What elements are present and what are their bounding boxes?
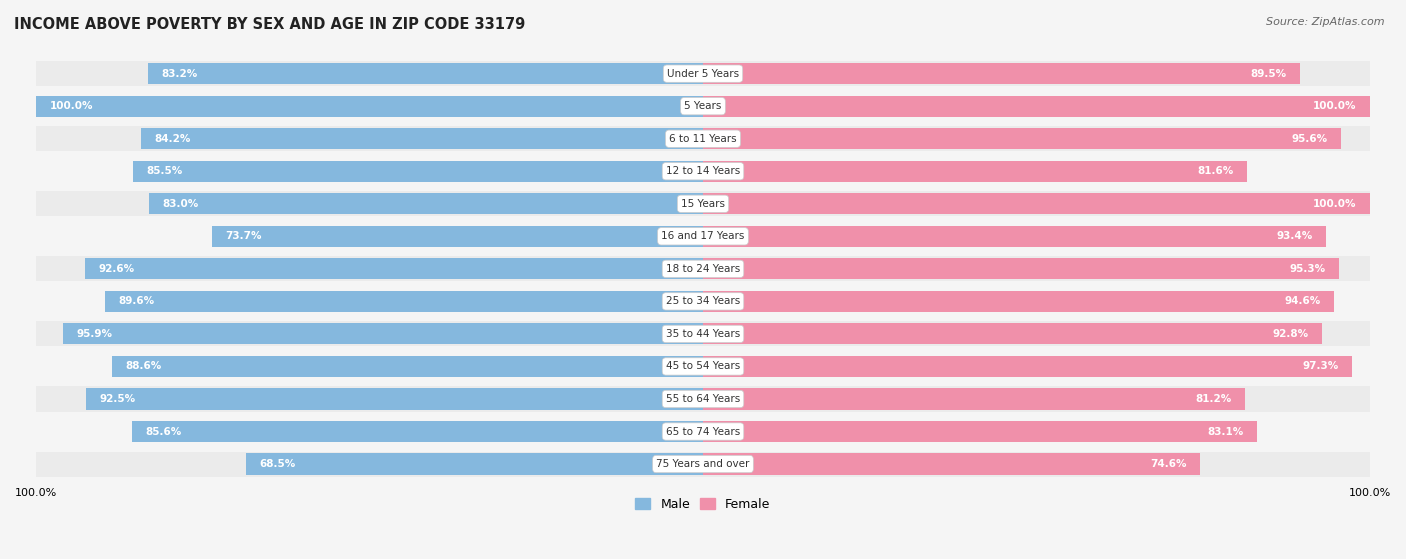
- Text: 88.6%: 88.6%: [125, 362, 162, 371]
- Bar: [37, 289, 1369, 314]
- Text: 92.8%: 92.8%: [1272, 329, 1309, 339]
- Bar: [703, 258, 1339, 280]
- Text: 83.2%: 83.2%: [162, 69, 198, 79]
- Bar: [37, 191, 1369, 216]
- Text: 74.6%: 74.6%: [1150, 459, 1187, 469]
- Text: 6 to 11 Years: 6 to 11 Years: [669, 134, 737, 144]
- Text: 93.4%: 93.4%: [1277, 231, 1313, 241]
- Bar: [703, 421, 1257, 442]
- Bar: [703, 323, 1322, 344]
- Bar: [37, 257, 1369, 281]
- Bar: [63, 323, 703, 344]
- Text: 100.0%: 100.0%: [1313, 199, 1357, 209]
- Bar: [37, 159, 1369, 184]
- Bar: [142, 128, 703, 149]
- Bar: [149, 193, 703, 214]
- Text: 92.6%: 92.6%: [98, 264, 135, 274]
- Bar: [37, 321, 1369, 347]
- Text: 18 to 24 Years: 18 to 24 Years: [666, 264, 740, 274]
- Bar: [703, 160, 1247, 182]
- Text: 85.6%: 85.6%: [145, 427, 181, 437]
- Bar: [37, 61, 1369, 86]
- Legend: Male, Female: Male, Female: [630, 493, 776, 516]
- Bar: [703, 96, 1369, 117]
- Text: 5 Years: 5 Years: [685, 101, 721, 111]
- Text: 73.7%: 73.7%: [225, 231, 262, 241]
- Text: 83.1%: 83.1%: [1208, 427, 1244, 437]
- Text: 100.0%: 100.0%: [1313, 101, 1357, 111]
- Text: 45 to 54 Years: 45 to 54 Years: [666, 362, 740, 371]
- Text: Under 5 Years: Under 5 Years: [666, 69, 740, 79]
- Bar: [105, 291, 703, 312]
- Text: 85.5%: 85.5%: [146, 166, 183, 176]
- Text: 35 to 44 Years: 35 to 44 Years: [666, 329, 740, 339]
- Bar: [37, 126, 1369, 151]
- Text: 95.6%: 95.6%: [1291, 134, 1327, 144]
- Text: 25 to 34 Years: 25 to 34 Years: [666, 296, 740, 306]
- Bar: [703, 128, 1340, 149]
- Bar: [148, 63, 703, 84]
- Text: INCOME ABOVE POVERTY BY SEX AND AGE IN ZIP CODE 33179: INCOME ABOVE POVERTY BY SEX AND AGE IN Z…: [14, 17, 526, 32]
- Bar: [37, 354, 1369, 379]
- Text: 97.3%: 97.3%: [1302, 362, 1339, 371]
- Text: 100.0%: 100.0%: [49, 101, 93, 111]
- Bar: [703, 291, 1334, 312]
- Text: 65 to 74 Years: 65 to 74 Years: [666, 427, 740, 437]
- Bar: [132, 160, 703, 182]
- Bar: [246, 453, 703, 475]
- Text: 83.0%: 83.0%: [163, 199, 200, 209]
- Text: 95.3%: 95.3%: [1289, 264, 1326, 274]
- Text: 95.9%: 95.9%: [77, 329, 112, 339]
- Bar: [211, 226, 703, 247]
- Bar: [37, 452, 1369, 477]
- Bar: [703, 226, 1326, 247]
- Bar: [703, 389, 1244, 410]
- Bar: [37, 94, 1369, 119]
- Bar: [112, 356, 703, 377]
- Text: 16 and 17 Years: 16 and 17 Years: [661, 231, 745, 241]
- Text: 92.5%: 92.5%: [100, 394, 135, 404]
- Text: 94.6%: 94.6%: [1284, 296, 1320, 306]
- Text: 68.5%: 68.5%: [260, 459, 295, 469]
- Text: 12 to 14 Years: 12 to 14 Years: [666, 166, 740, 176]
- Text: 84.2%: 84.2%: [155, 134, 191, 144]
- Text: 55 to 64 Years: 55 to 64 Years: [666, 394, 740, 404]
- Bar: [703, 453, 1201, 475]
- Text: 81.6%: 81.6%: [1198, 166, 1234, 176]
- Text: 75 Years and over: 75 Years and over: [657, 459, 749, 469]
- Text: 89.6%: 89.6%: [120, 296, 155, 306]
- Bar: [86, 389, 703, 410]
- Bar: [86, 258, 703, 280]
- Bar: [703, 63, 1301, 84]
- Bar: [132, 421, 703, 442]
- Text: Source: ZipAtlas.com: Source: ZipAtlas.com: [1267, 17, 1385, 27]
- Bar: [37, 96, 703, 117]
- Text: 15 Years: 15 Years: [681, 199, 725, 209]
- Bar: [37, 224, 1369, 249]
- Bar: [37, 386, 1369, 411]
- Bar: [703, 356, 1353, 377]
- Bar: [37, 419, 1369, 444]
- Bar: [703, 193, 1369, 214]
- Text: 81.2%: 81.2%: [1195, 394, 1232, 404]
- Text: 89.5%: 89.5%: [1250, 69, 1286, 79]
